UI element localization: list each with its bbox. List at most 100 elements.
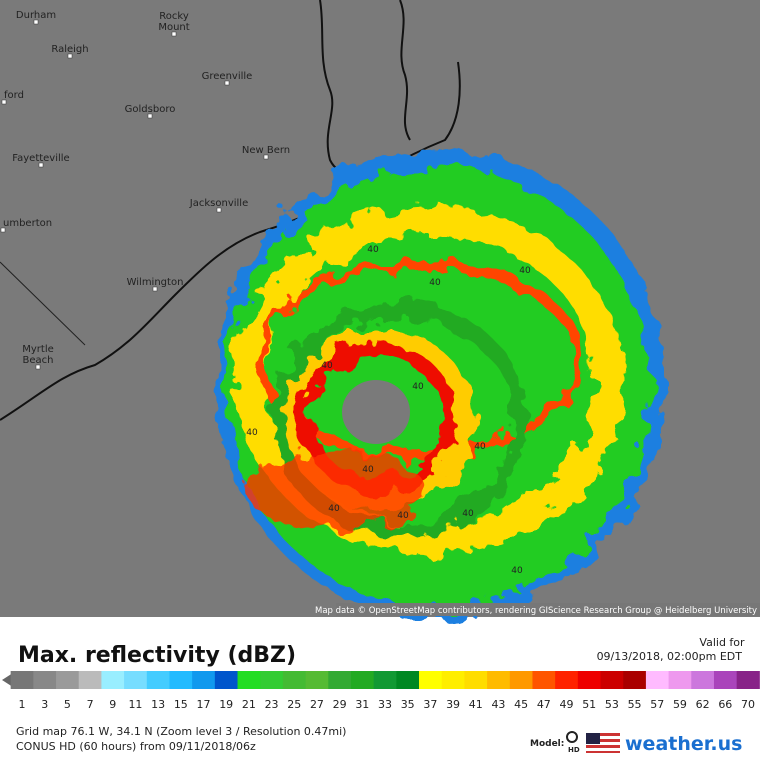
scale-label: 66	[718, 698, 732, 711]
scale-label: 13	[151, 698, 165, 711]
scale-label: 62	[696, 698, 710, 711]
scale-label: 31	[355, 698, 369, 711]
scale-swatch	[328, 671, 352, 689]
scale-swatch	[555, 671, 579, 689]
scale-swatch	[441, 671, 465, 689]
scale-label: 70	[741, 698, 755, 711]
city-dot	[216, 207, 222, 213]
scale-swatch	[668, 671, 692, 689]
scale-swatch	[350, 671, 375, 689]
city-label: ford	[4, 90, 24, 101]
city-dot	[67, 53, 73, 59]
scale-swatch	[691, 671, 715, 689]
scale-swatch	[736, 671, 760, 689]
model-label: Model:	[530, 739, 564, 749]
city-dot	[0, 227, 6, 233]
scale-swatch	[33, 671, 57, 689]
contour-label: 40	[328, 504, 340, 514]
city-label: Fayetteville	[12, 153, 69, 164]
city-dot	[35, 364, 41, 370]
scale-label: 59	[673, 698, 687, 711]
scale-swatch	[509, 671, 533, 689]
scale-swatch	[305, 671, 329, 689]
scale-label: 29	[333, 698, 347, 711]
model-run: CONUS HD (60 hours) from 09/11/2018/06z	[16, 740, 256, 753]
city-label: Mount	[158, 22, 189, 33]
contour-label: 40	[246, 428, 258, 438]
scale-label: 35	[401, 698, 415, 711]
scale-swatch	[192, 671, 216, 689]
scale-swatch	[101, 671, 125, 689]
grid-info: Grid map 76.1 W, 34.1 N (Zoom level 3 / …	[16, 725, 346, 738]
scale-label: 53	[605, 698, 619, 711]
city-label: Goldsboro	[125, 104, 176, 115]
city-label: Wilmington	[127, 277, 184, 288]
city-dot	[1, 99, 7, 105]
city-label: umberton	[3, 218, 52, 229]
contour-label: 40	[519, 266, 531, 276]
scale-swatch	[600, 671, 624, 689]
scale-swatch	[396, 671, 420, 689]
legend-title: Max. reflectivity (dBZ)	[18, 643, 296, 668]
scale-swatch	[532, 671, 556, 689]
scale-label: 45	[514, 698, 528, 711]
scale-label: 23	[265, 698, 279, 711]
scale-label: 55	[628, 698, 642, 711]
scale-label: 51	[582, 698, 596, 711]
scale-label: 47	[537, 698, 551, 711]
flag	[586, 733, 620, 753]
scale-swatch	[419, 671, 443, 689]
scale-label: 11	[128, 698, 142, 711]
scale-label: 33	[378, 698, 392, 711]
contour-label: 40	[397, 511, 409, 521]
contour-label: 40	[462, 509, 474, 519]
city-label: Rocky	[159, 11, 189, 22]
scale-swatch	[10, 671, 34, 689]
city-dot	[38, 162, 44, 168]
attribution: Map data © OpenStreetMap contributors, r…	[315, 606, 757, 616]
scale-label: 21	[242, 698, 256, 711]
contour-label: 40	[429, 278, 441, 288]
scale-label: 7	[87, 698, 94, 711]
scale-swatch	[373, 671, 397, 689]
scale-swatch	[487, 671, 511, 689]
scale-label: 41	[469, 698, 483, 711]
storm	[215, 150, 665, 620]
city-label: Jacksonville	[189, 198, 248, 209]
scale-label: 57	[650, 698, 664, 711]
city-label: Raleigh	[51, 44, 88, 55]
city-dot	[224, 80, 230, 86]
city-dot	[33, 19, 39, 25]
contour-label: 40	[362, 465, 374, 475]
scale-label: 39	[446, 698, 460, 711]
valid-label: Valid for	[699, 636, 745, 649]
scale-swatch	[78, 671, 102, 689]
contour-label: 40	[321, 361, 333, 371]
scale-swatch	[124, 671, 148, 689]
state-line	[0, 261, 86, 346]
city-dot	[171, 31, 177, 37]
scale-swatch	[260, 671, 284, 689]
scale-label: 27	[310, 698, 324, 711]
eye	[342, 380, 410, 444]
scale-label: 49	[560, 698, 574, 711]
city-dot	[152, 286, 158, 292]
scale-label: 43	[491, 698, 505, 711]
scale-label: 15	[174, 698, 188, 711]
brand: weather.us	[625, 733, 742, 755]
scale-swatch	[146, 671, 170, 689]
scale-swatch	[56, 671, 80, 689]
city-dot	[263, 154, 269, 160]
model-icon-text: HD	[568, 746, 580, 754]
scale-swatch	[237, 671, 261, 689]
contour-label: 40	[474, 442, 486, 452]
scale-label: 19	[219, 698, 233, 711]
scale-label: 37	[423, 698, 437, 711]
contour-label: 40	[367, 245, 379, 255]
model-icon	[566, 731, 578, 743]
scale-swatch	[214, 671, 239, 689]
valid-time: 09/13/2018, 02:00pm EDT	[597, 650, 743, 663]
city-label: Durham	[16, 10, 56, 21]
contour-label: 40	[412, 382, 424, 392]
